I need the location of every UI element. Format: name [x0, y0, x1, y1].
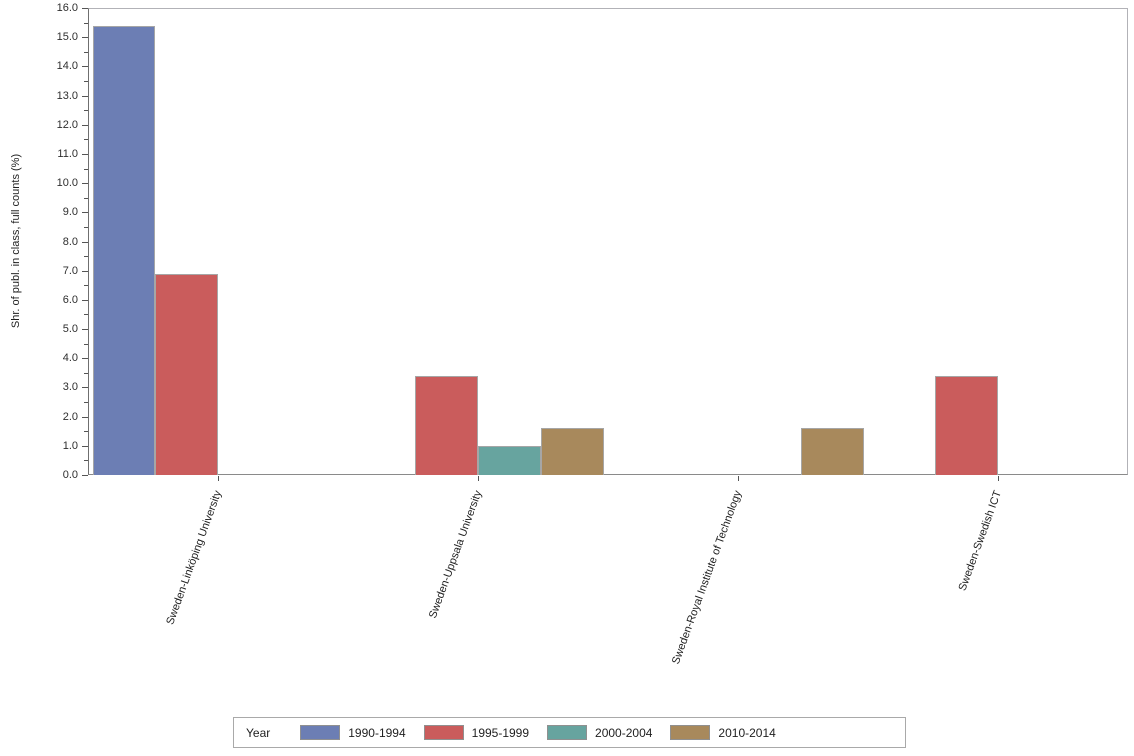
y-minor-tick	[84, 402, 88, 403]
y-major-tick	[82, 125, 88, 126]
x-tick	[478, 476, 479, 481]
y-tick-label: 13.0	[56, 90, 78, 102]
y-major-tick	[82, 387, 88, 388]
y-tick-label: 10.0	[56, 177, 78, 189]
y-minor-tick	[84, 344, 88, 345]
y-minor-tick	[84, 256, 88, 257]
y-major-tick	[82, 446, 88, 447]
x-category-label-text: Sweden-Royal Institute of Technology	[670, 489, 745, 666]
y-minor-tick	[84, 169, 88, 170]
x-tick	[218, 476, 219, 481]
y-minor-tick	[84, 139, 88, 140]
y-tick-label: 4.0	[62, 352, 78, 364]
bar	[540, 428, 604, 475]
y-minor-tick	[84, 460, 88, 461]
y-major-tick	[82, 358, 88, 359]
legend-title: Year	[246, 725, 271, 740]
legend: Year 1990-1994 1995-1999 2000-2004 2010-201…	[233, 717, 906, 748]
y-major-tick	[82, 37, 88, 38]
y-minor-tick	[84, 285, 88, 286]
y-minor-tick	[84, 110, 88, 111]
y-major-tick	[82, 300, 88, 301]
legend-item: 1990-1994	[300, 725, 409, 740]
legend-item-label: 1995-1999	[471, 725, 530, 740]
y-major-tick	[82, 242, 88, 243]
y-tick-label: 1.0	[62, 440, 78, 452]
y-tick-label: 2.0	[62, 411, 78, 423]
y-minor-tick	[84, 23, 88, 24]
y-tick-label: 9.0	[62, 206, 78, 218]
bar	[478, 446, 541, 475]
legend-item: 2010-2014	[670, 725, 779, 740]
legend-swatch	[300, 725, 341, 740]
x-category-label-text: Sweden-Swedish ICT	[956, 489, 1005, 593]
y-major-tick	[82, 96, 88, 97]
x-tick	[998, 476, 999, 481]
y-minor-tick	[84, 81, 88, 82]
legend-swatch	[423, 725, 464, 740]
y-tick-label: 14.0	[56, 60, 78, 72]
bar	[935, 376, 998, 475]
bar	[415, 376, 478, 475]
y-minor-tick	[84, 227, 88, 228]
x-category-label-text: Sweden-Uppsala University	[426, 489, 485, 621]
bar	[800, 428, 864, 475]
y-minor-tick	[84, 52, 88, 53]
y-major-tick	[82, 183, 88, 184]
x-tick	[738, 476, 739, 481]
y-major-tick	[82, 329, 88, 330]
y-tick-label: 12.0	[56, 119, 78, 131]
y-major-tick	[82, 475, 88, 476]
legend-item-label: 2000-2004	[595, 725, 653, 740]
y-major-tick	[82, 66, 88, 67]
y-major-tick	[82, 417, 88, 418]
x-category-label-text: Sweden-Linköping University	[164, 489, 225, 627]
y-minor-tick	[84, 314, 88, 315]
y-major-tick	[82, 212, 88, 213]
legend-item-label: 1990-1994	[348, 725, 406, 740]
y-axis-title-text: Shr. of publ. in class, full counts (%)	[10, 153, 22, 329]
bar	[92, 26, 156, 475]
y-tick-label: 5.0	[62, 323, 78, 335]
y-tick-label: 16.0	[56, 2, 78, 14]
y-tick-label: 7.0	[62, 265, 78, 277]
y-minor-tick	[84, 373, 88, 374]
y-tick-label: 15.0	[56, 31, 78, 43]
y-major-tick	[82, 154, 88, 155]
y-major-tick	[82, 8, 88, 9]
y-tick-label: 3.0	[62, 381, 78, 393]
y-minor-tick	[84, 431, 88, 432]
y-tick-label: 8.0	[62, 236, 78, 248]
y-tick-label: 6.0	[62, 294, 78, 306]
bar	[155, 274, 218, 475]
legend-swatch	[547, 725, 588, 740]
legend-item: 1995-1999	[423, 725, 533, 740]
y-tick-label: 11.0	[57, 148, 78, 160]
legend-swatch	[670, 725, 711, 740]
legend-item-label: 2010-2014	[718, 725, 776, 740]
y-tick-label: 0.0	[62, 469, 78, 481]
legend-item: 2000-2004	[547, 725, 656, 740]
y-minor-tick	[84, 198, 88, 199]
y-major-tick	[82, 271, 88, 272]
